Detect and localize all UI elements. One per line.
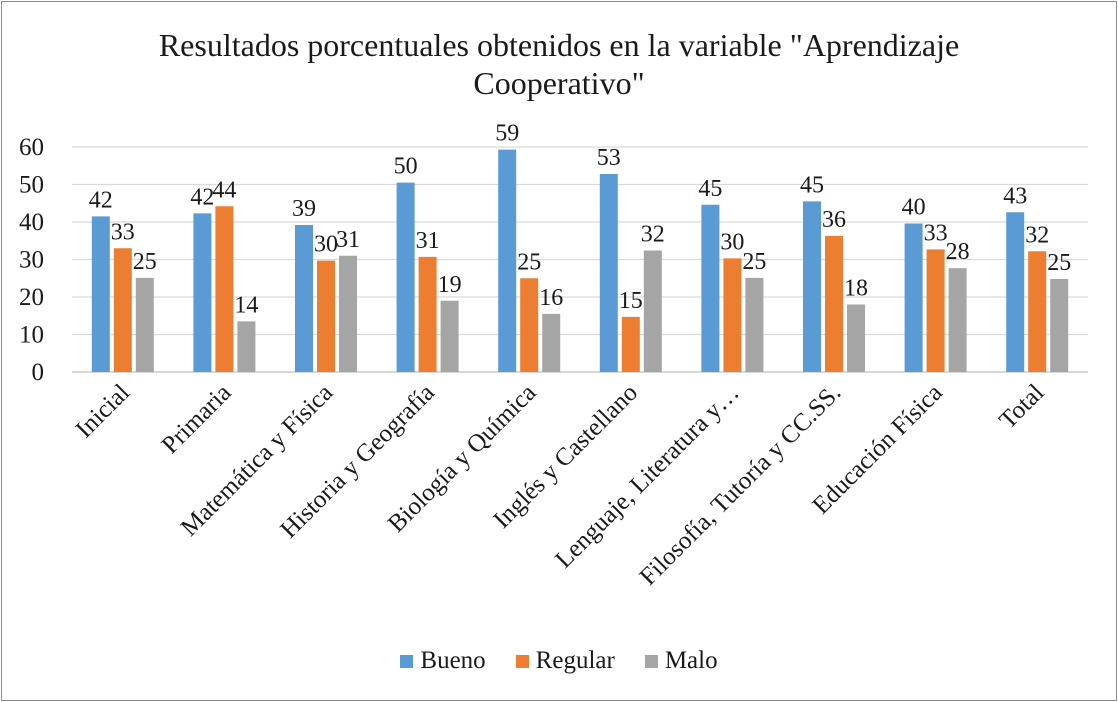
bar-malo xyxy=(847,304,865,372)
bar-regular xyxy=(723,258,742,372)
data-label-bueno: 53 xyxy=(597,145,621,171)
data-label-bueno: 42 xyxy=(190,184,214,210)
bar-regular xyxy=(926,249,945,372)
data-label-malo: 32 xyxy=(641,222,665,248)
chart-legend: Bueno Regular Malo xyxy=(0,647,1118,675)
data-label-regular: 31 xyxy=(416,228,440,254)
data-label-bueno: 45 xyxy=(800,172,824,198)
bar-malo xyxy=(339,255,357,372)
data-label-malo: 18 xyxy=(844,276,868,302)
y-tick-label: 20 xyxy=(19,284,44,311)
chart-title-line-2: Cooperativo" xyxy=(473,65,645,101)
chart-title-line-1: Resultados porcentuales obtenidos en la … xyxy=(158,27,960,63)
bar-bueno xyxy=(295,225,313,372)
y-tick-label: 30 xyxy=(19,247,44,274)
data-label-malo: 25 xyxy=(742,249,766,275)
bar-bueno xyxy=(904,223,923,372)
data-label-bueno: 40 xyxy=(902,195,926,221)
y-tick-label: 0 xyxy=(32,359,45,386)
legend-label-bueno: Bueno xyxy=(420,647,486,674)
data-label-bueno: 39 xyxy=(292,196,316,222)
bar-regular xyxy=(520,278,539,372)
x-category-label: Inicial xyxy=(71,379,135,443)
data-label-regular: 15 xyxy=(619,288,643,314)
data-label-malo: 28 xyxy=(946,239,970,265)
data-label-regular: 44 xyxy=(212,177,236,203)
data-label-regular: 30 xyxy=(720,229,744,255)
data-label-malo: 31 xyxy=(336,227,360,253)
y-tick-label: 60 xyxy=(19,134,44,161)
x-category-label: Primaria xyxy=(157,379,237,459)
bar-regular xyxy=(1028,251,1047,372)
legend-swatch-malo xyxy=(644,654,658,668)
bar-regular xyxy=(621,316,640,372)
bar-bueno xyxy=(91,216,110,372)
data-label-regular: 30 xyxy=(314,232,338,258)
data-label-malo: 19 xyxy=(438,272,462,298)
bar-regular xyxy=(215,206,234,372)
bar-bueno xyxy=(396,182,415,372)
data-label-bueno: 43 xyxy=(1003,183,1027,209)
data-label-regular: 36 xyxy=(822,207,846,233)
data-label-regular: 32 xyxy=(1025,222,1049,248)
bar-malo xyxy=(643,250,662,372)
y-tick-label: 50 xyxy=(19,172,44,199)
bar-regular xyxy=(113,248,132,372)
bar-malo xyxy=(948,268,967,372)
bar-bueno xyxy=(498,149,517,372)
x-category-label: Lenguaje, Literatura y… xyxy=(550,379,744,573)
bar-regular xyxy=(317,260,335,372)
data-label-regular: 25 xyxy=(517,249,541,275)
bar-malo xyxy=(542,313,561,372)
bar-malo xyxy=(135,277,154,372)
bar-regular xyxy=(418,256,437,372)
bar-bueno xyxy=(803,201,821,372)
data-label-regular: 33 xyxy=(111,219,135,245)
data-label-bueno: 50 xyxy=(394,154,418,180)
bar-bueno xyxy=(701,204,720,372)
y-tick-label: 10 xyxy=(19,322,44,349)
data-label-regular: 33 xyxy=(924,220,948,246)
data-label-bueno: 42 xyxy=(89,187,113,213)
bar-malo xyxy=(237,321,256,372)
x-category-label: Filosofía, Tutoría y CC.SS. xyxy=(635,379,847,591)
data-label-malo: 14 xyxy=(234,292,258,318)
bar-malo xyxy=(1050,279,1069,372)
legend-item-malo: Malo xyxy=(644,647,718,675)
bar-bueno xyxy=(1006,212,1025,372)
x-category-label: Total xyxy=(994,379,1049,434)
data-label-bueno: 45 xyxy=(698,176,722,202)
legend-item-regular: Regular xyxy=(515,647,615,675)
legend-item-bueno: Bueno xyxy=(400,647,486,675)
bar-malo xyxy=(745,277,764,372)
bar-malo xyxy=(440,300,459,372)
data-label-malo: 25 xyxy=(133,249,157,275)
data-label-malo: 25 xyxy=(1047,250,1071,276)
legend-swatch-bueno xyxy=(400,654,414,668)
bar-regular xyxy=(825,235,843,372)
bar-bueno xyxy=(599,174,618,372)
data-label-malo: 16 xyxy=(539,285,563,311)
bar-bueno xyxy=(193,213,212,372)
legend-swatch-regular xyxy=(515,654,529,668)
data-label-bueno: 59 xyxy=(495,121,519,147)
chart-title: Resultados porcentuales obtenidos en la … xyxy=(0,26,1118,102)
legend-label-regular: Regular xyxy=(535,647,615,674)
legend-label-malo: Malo xyxy=(664,647,718,674)
y-tick-label: 40 xyxy=(19,209,44,236)
